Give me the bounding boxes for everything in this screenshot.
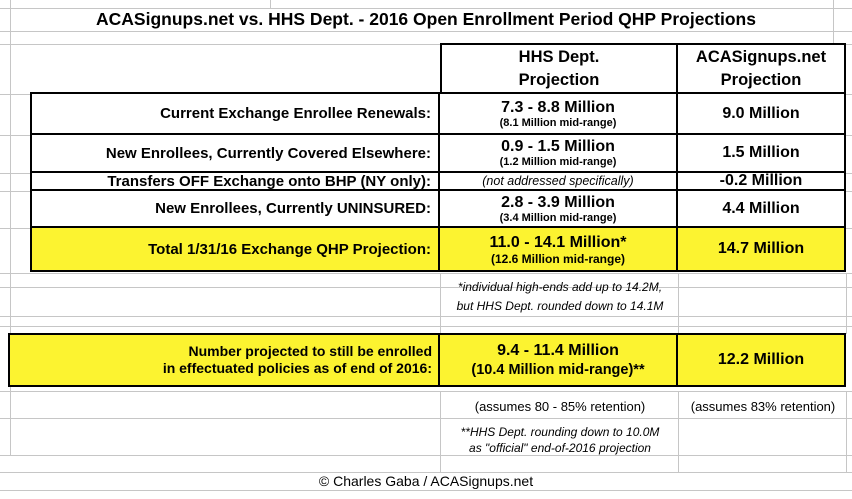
hhs-value-main: 11.0 - 14.1 Million* [489,233,627,251]
hhs-value-covered-elsewhere: 0.9 - 1.5 Million (1.2 Million mid-range… [440,135,678,173]
aca-value: 1.5 Million [722,144,800,161]
effectuated-row: Number projected to still be enrolled in… [8,333,846,387]
aca-value: -0.2 Million [719,173,803,189]
aca-value-renewals: 9.0 Million [678,94,844,135]
gridline [0,455,852,456]
effectuated-label-line1: Number projected to still be enrolled [188,343,432,359]
gridline [0,44,852,45]
aca-retention-note: (assumes 83% retention) [690,399,836,414]
hhs-effectuated-main: 9.4 - 11.4 Million [497,342,619,359]
aca-column-header: ACASignups.net Projection [678,45,844,92]
hhs-effectuated-midrange: (10.4 Million mid-range)** [471,362,645,378]
gridline [846,391,847,472]
gridline [270,0,271,8]
row-label-bhp-transfers: Transfers OFF Exchange onto BHP (NY only… [32,173,440,191]
hhs-value-renewals: 7.3 - 8.8 Million (8.1 Million mid-range… [440,94,678,135]
hhs-value-bhp-transfers: (not addressed specifically) [440,173,678,191]
gridline [10,0,11,455]
aca-value-covered-elsewhere: 1.5 Million [678,135,844,173]
gridline [0,326,852,327]
gridline [0,316,852,317]
gridline [0,418,852,419]
effectuated-footnote-line1: **HHS Dept. rounding down to 10.0M [460,425,660,439]
page-title: ACASignups.net vs. HHS Dept. - 2016 Open… [96,9,756,29]
effectuated-label-line2: in effectuated policies as of end of 201… [162,360,432,376]
aca-value: 9.0 Million [722,104,800,122]
hhs-header-line2: Projection [518,70,600,89]
total-footnote-line2: but HHS Dept. rounded down to 14.1M [456,299,664,313]
gridline [0,287,852,288]
column-headers: HHS Dept. Projection ACASignups.net Proj… [440,43,846,94]
gridline [846,273,847,334]
gridline [0,31,852,32]
hhs-value-midrange: (1.2 Million mid-range) [499,156,617,168]
gridline [0,391,852,392]
hhs-value-midrange: (8.1 Million mid-range) [499,116,617,129]
effectuated-footnote-line2: as "official" end-of-2016 projection [469,440,651,455]
aca-header-line2: Projection [720,70,802,89]
projection-table: Current Exchange Enrollee Renewals: 7.3 … [30,92,846,272]
total-footnote-line1: *individual high-ends add up to 14.2M, [457,280,663,294]
gridline [678,273,679,334]
hhs-not-addressed-note: (not addressed specifically) [482,174,634,188]
hhs-retention-note: (assumes 80 - 85% retention) [474,399,646,414]
aca-value-total: 14.7 Million [678,228,844,270]
effectuated-label: Number projected to still be enrolled in… [10,335,440,385]
hhs-column-header: HHS Dept. Projection [442,45,678,92]
hhs-value-midrange: (12.6 Million mid-range) [490,251,625,266]
aca-value-bhp-transfers: -0.2 Million [678,173,844,191]
gridline [678,391,679,472]
aca-header-line1: ACASignups.net [695,47,827,66]
hhs-value-total: 11.0 - 14.1 Million* (12.6 Million mid-r… [440,228,678,270]
hhs-value-main: 0.9 - 1.5 Million [501,138,615,155]
hhs-value-main: 2.8 - 3.9 Million [501,193,615,211]
aca-value: 12.2 Million [717,351,805,368]
gridline [0,472,852,473]
effectuated-footnote: **HHS Dept. rounding down to 10.0M as "o… [442,425,678,456]
hhs-value-main: 7.3 - 8.8 Million [501,98,615,116]
total-footnote: *individual high-ends add up to 14.2M, b… [442,278,678,316]
gridline [440,273,441,334]
copyright-footer: © Charles Gaba / ACASignups.net [318,473,534,489]
hhs-effectuated-value: 9.4 - 11.4 Million (10.4 Million mid-ran… [440,335,678,385]
row-label-total: Total 1/31/16 Exchange QHP Projection: [32,228,440,270]
gridline [0,8,852,9]
gridline [0,490,852,491]
gridline [0,273,852,274]
aca-value: 14.7 Million [717,240,805,257]
gridline [440,391,441,472]
aca-effectuated-value: 12.2 Million [678,335,844,385]
aca-value: 4.4 Million [722,199,800,217]
row-label-renewals: Current Exchange Enrollee Renewals: [32,94,440,135]
hhs-value-uninsured: 2.8 - 3.9 Million (3.4 Million mid-range… [440,191,678,228]
row-label-uninsured: New Enrollees, Currently UNINSURED: [32,191,440,228]
hhs-header-line1: HHS Dept. [518,47,600,66]
hhs-value-midrange: (3.4 Million mid-range) [499,211,617,224]
row-label-covered-elsewhere: New Enrollees, Currently Covered Elsewhe… [32,135,440,173]
aca-value-uninsured: 4.4 Million [678,191,844,228]
gridline [833,0,834,43]
